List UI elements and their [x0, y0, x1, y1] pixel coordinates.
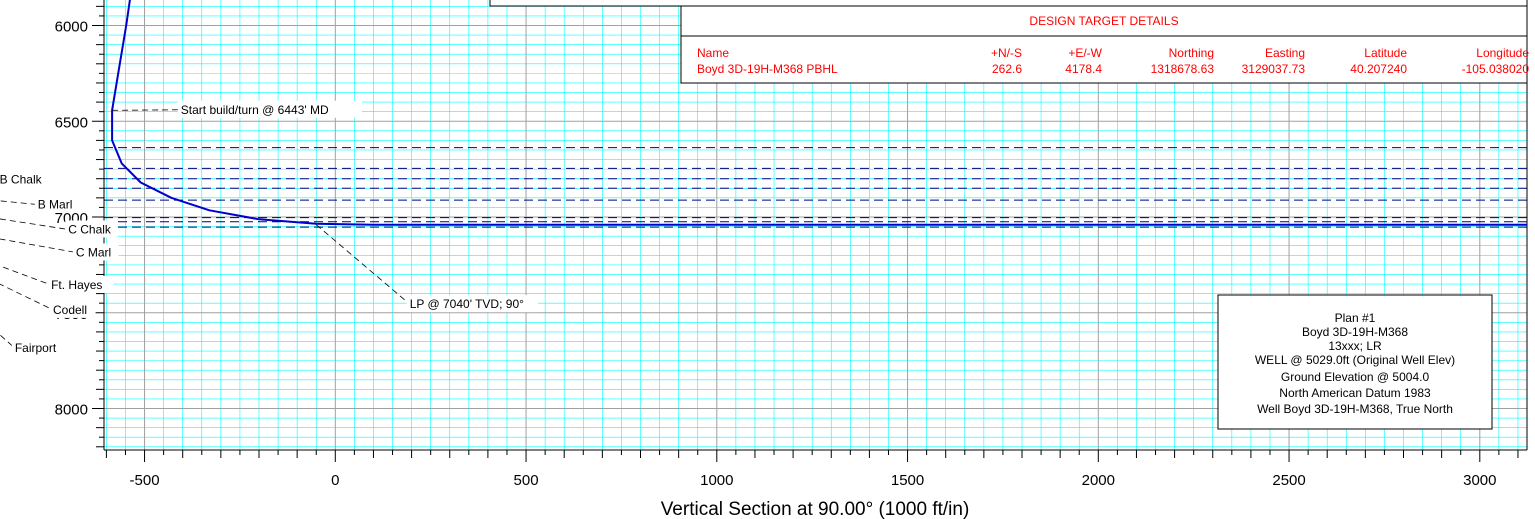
x-axis-label: Vertical Section at 90.00° (1000 ft/in)	[661, 499, 970, 519]
formation-label: C Chalk	[68, 222, 112, 236]
upper-info-box	[489, 0, 1528, 7]
formation-label: Fairport	[15, 341, 57, 355]
x-tick-label: 0	[331, 472, 339, 489]
annotation-bg	[177, 100, 362, 118]
header-name: Name	[697, 46, 729, 60]
annotation-leader	[112, 109, 181, 111]
cell-easting: 3129037.73	[1242, 62, 1306, 76]
formation-label: B Marl	[38, 198, 73, 212]
formation-bg	[49, 300, 96, 318]
x-tick-label: 2500	[1272, 472, 1305, 489]
x-tick-label: 500	[514, 472, 539, 489]
formation-bg	[11, 339, 71, 357]
formation-bg	[65, 220, 118, 238]
annotation-bg	[406, 295, 539, 313]
x-tick-label: -500	[130, 472, 160, 489]
tick-labels: -1000-5000500100015002000250030003500400…	[55, 19, 1497, 490]
header-ns: +N/-S	[991, 46, 1022, 60]
formation-label: C Marl	[76, 245, 111, 259]
design-target-details: DESIGN TARGET DETAILS Name +N/-S +E/-W N…	[680, 5, 1530, 84]
formation-leader	[0, 200, 38, 205]
x-tick-label: 1000	[700, 472, 733, 489]
formation-label: Ft. Hayes	[51, 278, 102, 292]
plan-line-4: WELL @ 5029.0ft (Original Well Elev)	[1255, 353, 1455, 367]
header-longitude: Longitude	[1476, 46, 1529, 60]
wellpath-line	[111, 0, 1527, 226]
formation-label: B Chalk	[0, 173, 43, 187]
formation-leader	[0, 283, 54, 311]
header-northing: Northing	[1169, 46, 1214, 60]
x-tick-label: 1500	[891, 472, 924, 489]
formation-bg	[72, 243, 119, 261]
cell-latitude: 40.207240	[1350, 62, 1407, 76]
formation-leader	[0, 334, 16, 349]
formation-bg	[48, 275, 114, 293]
plan-line-6: North American Datum 1983	[1279, 386, 1431, 400]
annotation-label: Start build/turn @ 6443' MD	[181, 103, 329, 117]
y-tick-label: 8000	[55, 402, 88, 419]
header-latitude: Latitude	[1364, 46, 1407, 60]
wellpath-layer	[111, 0, 1527, 226]
target-details-title: DESIGN TARGET DETAILS	[1029, 14, 1178, 28]
y-tick-label: 6500	[55, 114, 88, 131]
x-tick-label: 2000	[1082, 472, 1115, 489]
annotation-label: LP @ 7040' TVD; 90°	[410, 297, 524, 311]
formation-label: Codell	[53, 303, 87, 317]
formation-bg	[0, 147, 10, 165]
major-grid	[104, 0, 1527, 450]
x-tick-label: 3000	[1463, 472, 1496, 489]
plan-line-3: 13xxx; LR	[1328, 339, 1382, 353]
cell-ns: 262.6	[992, 62, 1022, 76]
formation-bg	[34, 195, 81, 213]
plan-line-5: Ground Elevation @ 5004.0	[1281, 370, 1430, 384]
plan-line-1: Plan #1	[1335, 311, 1376, 325]
plan-info-box: Plan #1 Boyd 3D-19H-M368 13xxx; LR WELL …	[1217, 294, 1493, 430]
plan-line-7: Well Boyd 3D-19H-M368, True North	[1257, 402, 1453, 416]
formation-bg	[0, 170, 49, 188]
formation-leader	[0, 238, 76, 253]
cell-northing: 1318678.63	[1151, 62, 1215, 76]
cell-ew: 4178.4	[1065, 62, 1102, 76]
annotation-leader	[315, 224, 410, 305]
header-ew: +E/-W	[1068, 46, 1102, 60]
cell-name: Boyd 3D-19H-M368 PBHL	[697, 62, 838, 76]
y-tick-label: 6000	[55, 19, 88, 36]
header-easting: Easting	[1265, 46, 1305, 60]
plan-line-2: Boyd 3D-19H-M368	[1302, 325, 1408, 339]
formation-leader	[0, 265, 52, 286]
cell-longitude: -105.038020	[1462, 62, 1530, 76]
